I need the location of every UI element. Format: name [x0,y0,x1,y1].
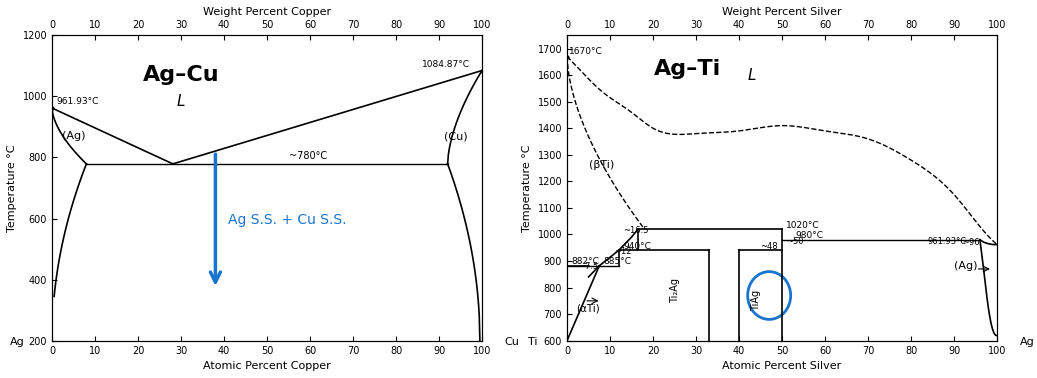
Text: Ag S.S. + Cu S.S.: Ag S.S. + Cu S.S. [228,213,346,227]
Text: 961.93°C: 961.93°C [56,97,99,106]
Y-axis label: Temperature °C: Temperature °C [7,144,17,232]
Text: ~48: ~48 [760,242,778,251]
Text: Ag–Cu: Ag–Cu [143,65,219,85]
X-axis label: Atomic Percent Copper: Atomic Percent Copper [203,361,331,371]
Text: Ti: Ti [528,337,537,347]
Text: L: L [176,94,186,108]
Text: 1670°C: 1670°C [569,47,602,56]
Text: Cu: Cu [505,337,520,347]
Text: ~12: ~12 [614,247,632,256]
X-axis label: Atomic Percent Silver: Atomic Percent Silver [723,361,842,371]
Text: (Cu): (Cu) [445,131,468,141]
Text: 961.93°C: 961.93°C [928,237,968,246]
X-axis label: Weight Percent Silver: Weight Percent Silver [722,7,842,17]
Text: L: L [748,68,756,84]
Text: Ag–Ti: Ag–Ti [654,59,721,79]
Text: (Ag): (Ag) [954,261,978,271]
Y-axis label: Temperature °C: Temperature °C [522,144,532,232]
Text: Ti₂Ag: Ti₂Ag [670,278,679,303]
Text: 1020°C: 1020°C [786,221,820,230]
Text: Ag: Ag [1019,337,1035,347]
Text: Ag: Ag [10,337,25,347]
Text: ~96: ~96 [962,238,980,247]
Text: 882°C: 882°C [571,257,599,266]
Text: 885°C: 885°C [604,257,632,266]
Text: ~50: ~50 [786,237,804,246]
Text: 940°C: 940°C [623,242,651,251]
Text: ~7.5: ~7.5 [579,262,598,271]
Text: TiAg: TiAg [751,290,761,311]
Text: (βTi): (βTi) [589,160,614,170]
Text: (Ag): (Ag) [62,131,85,141]
Text: ~16.5: ~16.5 [623,226,648,235]
Text: 980°C: 980°C [795,231,823,240]
Text: (αTi): (αTi) [576,304,599,313]
Text: ~780°C: ~780°C [288,150,327,161]
X-axis label: Weight Percent Copper: Weight Percent Copper [203,7,331,17]
Text: 1084.87°C: 1084.87°C [422,60,470,70]
